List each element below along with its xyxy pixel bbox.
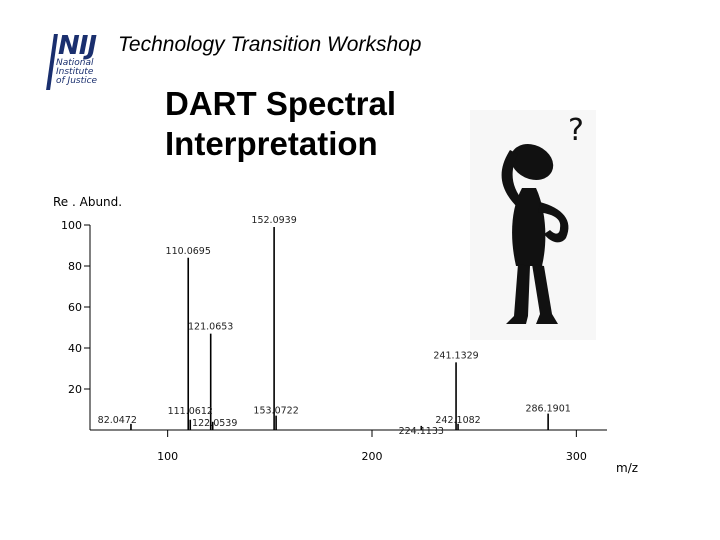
peak-label: 111.0612 [168, 406, 213, 417]
peak-label: 241.1329 [433, 350, 478, 361]
peak-label: 82.0472 [98, 415, 137, 426]
peak-labels: 82.0472 110.0695 111.0612 121.0653 122.0539 1… [98, 215, 571, 437]
x-tick-label: 200 [362, 450, 383, 463]
peak-label: 122.0539 [192, 418, 237, 429]
logo-subtitle: National Institute of Justice [56, 59, 97, 86]
y-tick-label: 20 [68, 383, 82, 396]
peak-label: 121.0653 [188, 322, 233, 333]
nij-logo: NIJ National Institute of Justice [46, 32, 112, 92]
thinking-figure-with-question-mark-icon: ? [470, 110, 596, 340]
y-tick-label: 60 [68, 301, 82, 314]
y-tick-label: 40 [68, 342, 82, 355]
peak-label: 152.0939 [251, 215, 296, 226]
x-tick-label: 300 [566, 450, 587, 463]
logo-line-1: National [56, 58, 94, 68]
spectrum-peaks [130, 227, 549, 430]
figure-raised-arm [501, 150, 524, 208]
peak-label: 286.1901 [525, 404, 570, 415]
peak-label: 242.1082 [435, 415, 480, 426]
figure-right-leg [532, 264, 558, 324]
slide-title-line-1: DART Spectral [165, 85, 397, 122]
x-ticks: 100 200 300 [157, 430, 587, 463]
slide-title-line-2: Interpretation [165, 125, 378, 162]
logo-line-3: of Justice [56, 76, 98, 86]
peak-label: 153.0722 [253, 406, 298, 417]
y-ticks: 20 40 60 80 100 [61, 219, 90, 396]
slide-title: DART Spectral Interpretation [165, 84, 445, 164]
logo-brand: NIJ [58, 31, 97, 61]
y-tick-label: 80 [68, 260, 82, 273]
figure-head [510, 144, 554, 180]
x-tick-label: 100 [157, 450, 178, 463]
figure-left-leg [506, 264, 530, 324]
y-tick-label: 100 [61, 219, 82, 232]
peak-label: 110.0695 [166, 246, 211, 257]
x-axis-label: m/z [616, 461, 638, 475]
logo-line-2: Institute [56, 67, 94, 77]
figure-body [512, 188, 546, 266]
figure-hip-arm [538, 202, 569, 243]
workshop-title: Technology Transition Workshop [118, 33, 422, 56]
question-mark-glyph: ? [568, 113, 584, 148]
y-axis-label: Re . Abund. [53, 195, 122, 209]
peak-label: 224.1133 [399, 426, 444, 437]
